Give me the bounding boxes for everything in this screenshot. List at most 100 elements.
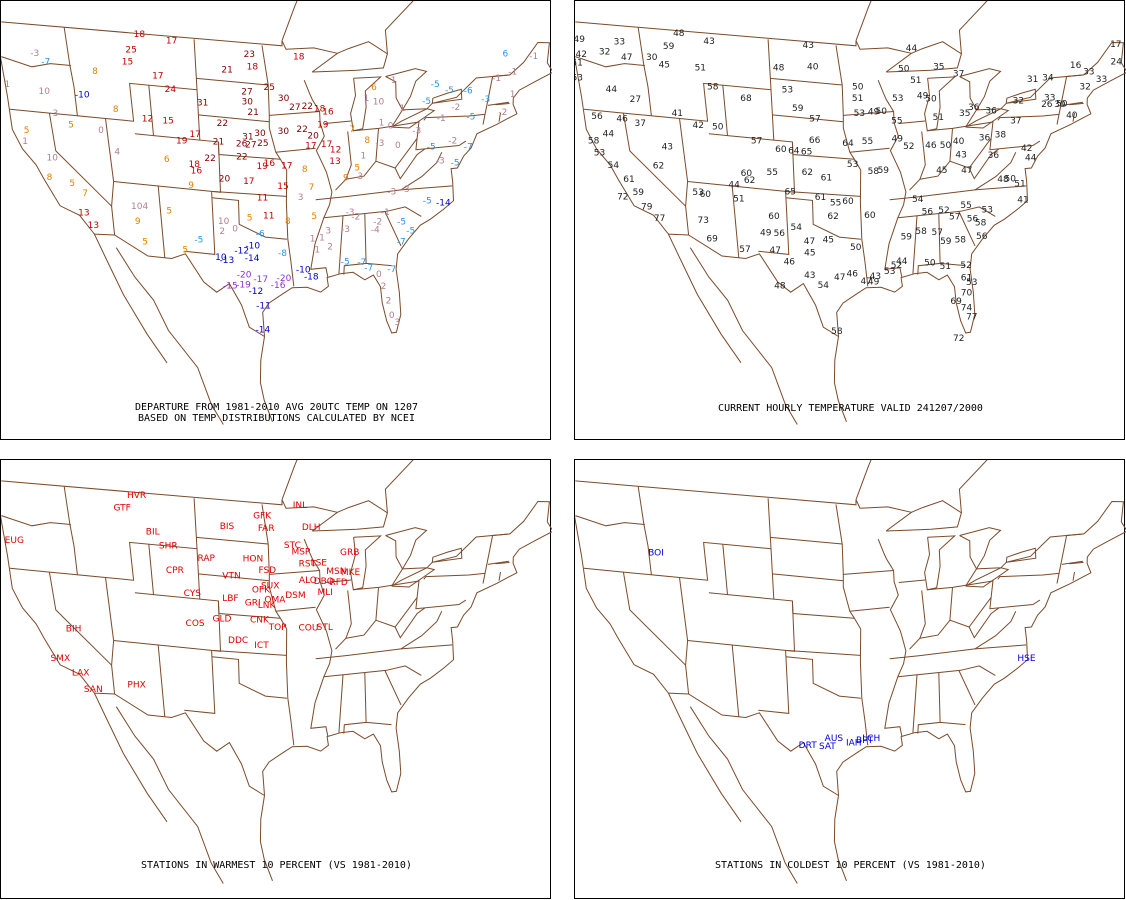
- temperature-departure-value: 13: [88, 221, 99, 231]
- current-temperature-value: 53: [575, 73, 583, 83]
- warmest-stations-caption: STATIONS IN WARMEST 10 PERCENT (VS 1981-…: [141, 860, 412, 871]
- map-outline: [105, 118, 116, 236]
- temperature-departure-value: -5: [422, 97, 431, 107]
- temperature-departure-value: -2: [373, 218, 382, 228]
- temperature-departure-value: 6: [164, 155, 170, 165]
- map-outline: [689, 706, 798, 884]
- temperature-departure-value: -3: [387, 188, 396, 198]
- temperature-departure-value: -2: [448, 137, 457, 147]
- temperature-departure-value: 1: [5, 80, 11, 90]
- temperature-departure-value: 24: [165, 85, 177, 95]
- temperature-departure-value: 12: [330, 146, 341, 156]
- map-outline: [482, 74, 510, 125]
- coldest-stations-caption: STATIONS IN COLDEST 10 PERCENT (VS 1981-…: [715, 860, 986, 871]
- warmest-stations-map: EUGHVRGTFBILSHRCPRCYSRAPBISGFKFARINLDLHS…: [1, 460, 552, 884]
- temperature-departure-value: 5: [24, 126, 30, 136]
- current-temperature-value: 49: [868, 108, 880, 118]
- map-outline: [63, 486, 198, 581]
- cold-station-code: AUS: [825, 734, 844, 744]
- map-outline: [345, 120, 420, 180]
- map-outline: [343, 672, 367, 734]
- temperature-departure-value: -11: [256, 302, 271, 312]
- map-outline: [157, 644, 166, 717]
- warm-station-code: VTN: [222, 571, 240, 581]
- temperature-departure-value: 22: [204, 154, 215, 164]
- current-temperature-value: 72: [617, 193, 628, 203]
- temperature-departure-value: -5: [341, 257, 350, 267]
- map-outline: [940, 721, 966, 726]
- map-outline: [345, 579, 420, 639]
- temperature-departure-value: -6: [256, 230, 265, 240]
- current-temperature-value: 30: [646, 53, 658, 63]
- map-outline: [885, 41, 962, 73]
- current-temperature-value: 17: [1110, 40, 1121, 50]
- temperature-departure-value: 30: [278, 94, 290, 104]
- current-temperature-value: 51: [733, 195, 744, 205]
- map-outline: [48, 113, 112, 207]
- temperature-departure-value: -7: [397, 238, 406, 248]
- map-outline: [423, 113, 485, 121]
- map-outline: [487, 560, 509, 565]
- map-outline: [375, 128, 379, 162]
- current-temperature-value: 33: [1083, 67, 1094, 77]
- current-temperature-value: 46: [846, 270, 858, 280]
- current-temperature-value: 37: [1010, 117, 1021, 127]
- map-outline: [384, 670, 402, 706]
- temperature-departure-value: -16: [271, 281, 286, 291]
- current-temperature-value: 45: [659, 60, 670, 70]
- temperature-departure-value: -20: [277, 274, 292, 284]
- current-temperature-value: 49: [575, 35, 585, 45]
- current-temperature-value: 62: [802, 168, 813, 178]
- warm-station-code: OFK: [252, 585, 271, 595]
- current-temperature-value: 40: [807, 63, 819, 73]
- map-outline: [267, 543, 295, 746]
- temperature-departure-value: 25: [125, 45, 136, 55]
- temperature-departure-value: 19: [317, 121, 329, 131]
- temperature-departure-value: 0: [388, 122, 394, 132]
- current-temperature-value: 36: [979, 133, 991, 143]
- temperature-departure-value: 30: [278, 127, 290, 137]
- current-temperature-value: 24: [1110, 57, 1122, 67]
- map-outline: [687, 640, 861, 656]
- map-outline: [196, 77, 269, 86]
- map-outline: [997, 113, 1059, 121]
- temperature-departure-value: 15: [277, 182, 288, 192]
- temperature-departure-value: 9: [135, 217, 141, 227]
- temperature-departure-value: 18: [134, 30, 146, 40]
- temperature-departure-value: 18: [314, 105, 326, 115]
- current-temperature-value: 43: [662, 143, 673, 153]
- warm-station-code: GRI: [245, 599, 261, 609]
- current-temperature-value: 58: [588, 137, 600, 147]
- map-outline: [835, 504, 843, 545]
- map-outline: [323, 665, 422, 678]
- map-outline: [919, 120, 994, 180]
- map-outline: [482, 533, 510, 584]
- warm-station-code: FSD: [258, 566, 276, 576]
- warm-station-code: GLD: [213, 614, 232, 624]
- temperature-departure-value: 8: [285, 217, 291, 227]
- temperature-departure-value: 8: [92, 67, 98, 77]
- current-temperature-value: 38: [995, 131, 1007, 141]
- map-outline: [575, 515, 645, 527]
- map-outline: [841, 84, 869, 287]
- map-outline: [384, 211, 402, 247]
- current-temperature-value: 56: [922, 208, 934, 218]
- map-outline: [785, 197, 861, 240]
- current-temperature-value: 53: [884, 267, 895, 277]
- temperature-departure-value: 2: [327, 243, 333, 253]
- current-temperature-value: 44: [1025, 154, 1037, 164]
- temperature-departure-value: 10: [218, 217, 230, 227]
- temperature-departure-value: 13: [78, 209, 89, 219]
- current-temperature-value: 66: [809, 136, 821, 146]
- temperature-departure-value: 23: [244, 50, 255, 60]
- map-outline: [1, 515, 71, 527]
- current-temperature-value: 49: [760, 229, 772, 239]
- current-temperature-value: 46: [616, 115, 628, 125]
- map-outline: [849, 147, 890, 153]
- temperature-departure-value: 17: [166, 37, 177, 47]
- temperature-departure-value: 15: [162, 116, 173, 126]
- temperature-departure-value: 5: [142, 238, 148, 248]
- map-outline: [391, 108, 436, 129]
- map-outline: [968, 607, 1000, 639]
